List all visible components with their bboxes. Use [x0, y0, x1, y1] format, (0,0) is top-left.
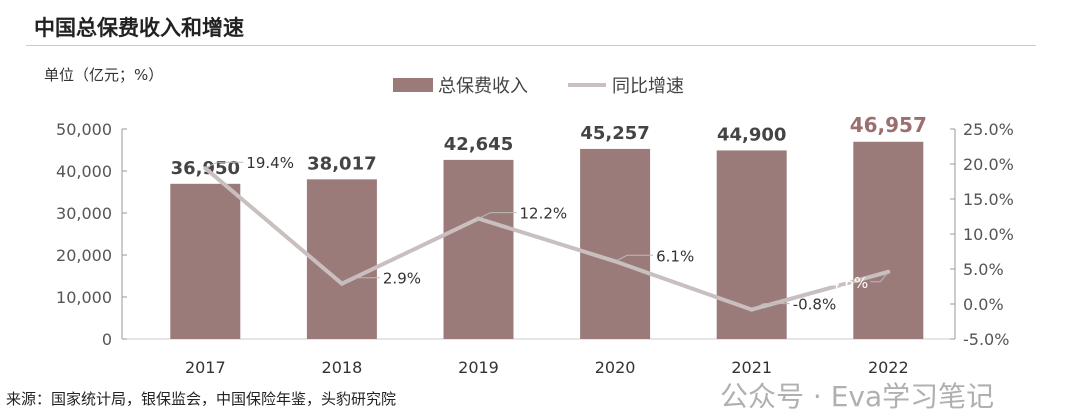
bar-2017	[170, 183, 241, 339]
growth-leader-line	[614, 254, 654, 262]
x-tick-label: 2019	[458, 358, 499, 377]
x-tick-label: 2020	[595, 358, 636, 377]
right-tick-label: 25.0%	[963, 120, 1014, 139]
x-tick-label: 2021	[731, 358, 772, 377]
bar-label-2019: 42,645	[444, 134, 513, 155]
bar-label-2020: 45,257	[580, 123, 649, 144]
unit-label: 单位（亿元；%）	[44, 66, 164, 84]
bar-label-2022: 46,957	[850, 113, 927, 137]
left-tick-label: 50,000	[56, 120, 112, 139]
right-tick-label: 15.0%	[963, 190, 1014, 209]
left-tick-label: 20,000	[56, 246, 112, 265]
bar-2020	[580, 148, 651, 339]
growth-leader-line	[870, 271, 889, 283]
bar-label-2021: 44,900	[717, 124, 786, 145]
growth-label-2018: 2.9%	[383, 270, 421, 288]
chart-title: 中国总保费收入和增速	[34, 16, 244, 40]
x-tick-label: 2018	[322, 358, 363, 377]
watermark: 公众号 · Eva学习笔记	[720, 380, 995, 413]
legend-label-line: 同比增速	[612, 76, 684, 97]
left-tick-label: 0	[102, 330, 112, 349]
right-tick-label: -5.0%	[963, 330, 1009, 349]
source-note: 来源：国家统计局，银保监会，中国保险年鉴，头豹研究院	[6, 390, 397, 408]
growth-label-2020: 6.1%	[656, 247, 694, 265]
growth-label-2017: 19.4%	[246, 154, 294, 172]
left-tick-label: 10,000	[56, 288, 112, 307]
bar-2022	[853, 141, 924, 339]
legend-swatch-bar	[393, 78, 433, 92]
growth-label-2022: 4.6%	[830, 274, 868, 292]
right-tick-label: 20.0%	[963, 155, 1014, 174]
growth-label-2021: -0.8%	[793, 296, 837, 314]
growth-leader-line	[751, 303, 790, 311]
x-tick-label: 2022	[868, 358, 909, 377]
left-tick-label: 30,000	[56, 204, 112, 223]
left-tick-label: 40,000	[56, 162, 112, 181]
growth-leader-line	[205, 161, 244, 169]
x-tick-label: 2017	[185, 358, 226, 377]
bar-2018	[306, 179, 377, 339]
title-divider	[26, 45, 1036, 46]
right-tick-label: 0.0%	[963, 295, 1004, 314]
right-tick-label: 5.0%	[963, 260, 1004, 279]
bar-2019	[443, 159, 514, 339]
growth-label-2019: 12.2%	[520, 205, 568, 223]
bar-label-2018: 38,017	[307, 153, 376, 174]
legend-label-bar: 总保费收入	[438, 76, 528, 97]
right-tick-label: 10.0%	[963, 225, 1014, 244]
growth-leader-line	[478, 212, 517, 220]
growth-leader-line	[341, 277, 380, 285]
